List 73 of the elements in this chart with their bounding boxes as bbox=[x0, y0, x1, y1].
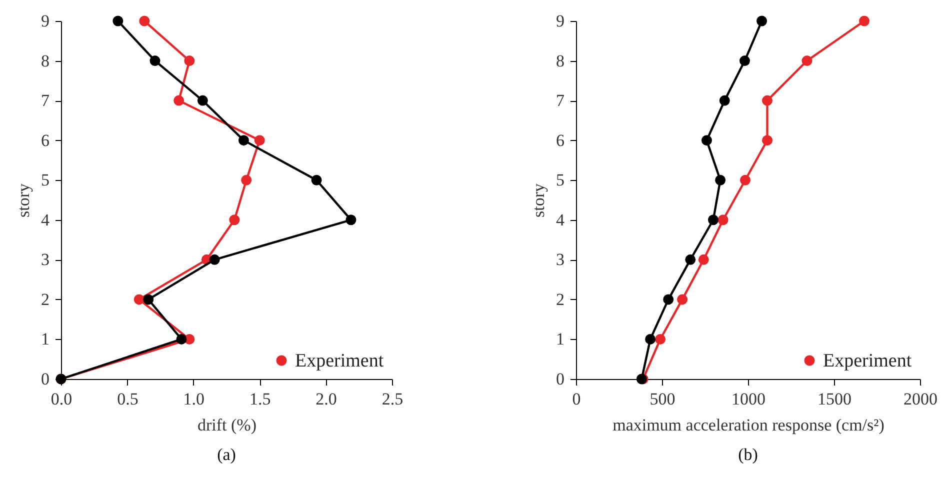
x-tick-label: 1.0 bbox=[183, 390, 205, 408]
point bbox=[740, 174, 750, 186]
x-tick-label: 0 bbox=[572, 390, 581, 408]
point bbox=[739, 56, 750, 66]
point bbox=[701, 135, 712, 146]
point bbox=[677, 294, 688, 305]
y-tick-label: 7 bbox=[41, 91, 50, 110]
y-tick-label: 1 bbox=[41, 330, 50, 349]
point bbox=[655, 334, 666, 344]
x-tick-label: 500 bbox=[650, 390, 676, 408]
y-tick-label: 1 bbox=[556, 330, 564, 349]
x-tick-label: 0.0 bbox=[50, 390, 72, 408]
x-tick-label: 1500 bbox=[818, 390, 852, 408]
point bbox=[176, 334, 187, 344]
x-tick-label: 0.5 bbox=[117, 390, 138, 408]
point bbox=[229, 214, 240, 226]
point bbox=[112, 16, 124, 26]
point bbox=[134, 294, 144, 305]
point bbox=[174, 95, 184, 106]
point bbox=[139, 16, 150, 26]
legend-label: Experiment bbox=[295, 350, 384, 372]
point bbox=[143, 294, 154, 305]
y-axis-title: story bbox=[529, 183, 548, 218]
point bbox=[698, 254, 709, 265]
point bbox=[184, 56, 195, 66]
y-tick-label: 5 bbox=[556, 170, 564, 190]
point bbox=[241, 174, 252, 186]
point bbox=[762, 135, 773, 146]
y-tick-label: 8 bbox=[41, 51, 50, 70]
y-tick-label: 3 bbox=[41, 250, 50, 270]
point bbox=[708, 214, 718, 226]
point bbox=[197, 95, 208, 106]
point bbox=[719, 95, 730, 106]
point bbox=[756, 16, 768, 26]
point bbox=[715, 174, 726, 186]
y-tick-label: 0 bbox=[41, 370, 50, 388]
point bbox=[685, 254, 696, 265]
point bbox=[238, 135, 249, 146]
y-tick-label: 5 bbox=[41, 170, 50, 190]
point bbox=[311, 174, 322, 186]
y-tick-label: 9 bbox=[556, 12, 564, 30]
x-tick-label: 1.5 bbox=[249, 390, 271, 408]
y-tick-label: 3 bbox=[556, 250, 564, 270]
y-tick-label: 8 bbox=[556, 51, 564, 70]
x-tick-label: 2.5 bbox=[382, 390, 404, 408]
y-tick-label: 2 bbox=[41, 290, 50, 309]
x-axis-title: maximum acceleration response (cm/s²) bbox=[612, 416, 884, 434]
x-tick-label: 2.0 bbox=[316, 390, 337, 408]
point bbox=[645, 334, 656, 344]
point bbox=[254, 135, 265, 146]
text: (a) bbox=[217, 445, 236, 464]
point bbox=[663, 294, 674, 305]
point bbox=[718, 214, 728, 226]
y-tick-label: 6 bbox=[556, 130, 564, 150]
y-tick-label: 4 bbox=[556, 210, 565, 230]
y-tick-label: 2 bbox=[556, 290, 564, 309]
y-tick-label: 7 bbox=[556, 91, 565, 110]
x-tick-label: 1000 bbox=[732, 390, 766, 408]
x-tick-label: 2000 bbox=[904, 390, 938, 408]
point bbox=[346, 214, 356, 226]
point bbox=[802, 56, 812, 66]
y-tick-label: 9 bbox=[41, 12, 50, 30]
point bbox=[150, 56, 160, 66]
point bbox=[762, 95, 773, 106]
y-tick-label: 0 bbox=[556, 370, 564, 388]
legend-label: Experiment bbox=[823, 350, 912, 372]
y-tick-label: 4 bbox=[41, 210, 50, 230]
x-axis-title: drift (%) bbox=[197, 416, 257, 434]
point bbox=[859, 16, 870, 26]
y-axis-title: story bbox=[14, 183, 33, 218]
point bbox=[209, 254, 220, 265]
text: (b) bbox=[738, 445, 758, 464]
y-tick-label: 6 bbox=[41, 130, 50, 150]
